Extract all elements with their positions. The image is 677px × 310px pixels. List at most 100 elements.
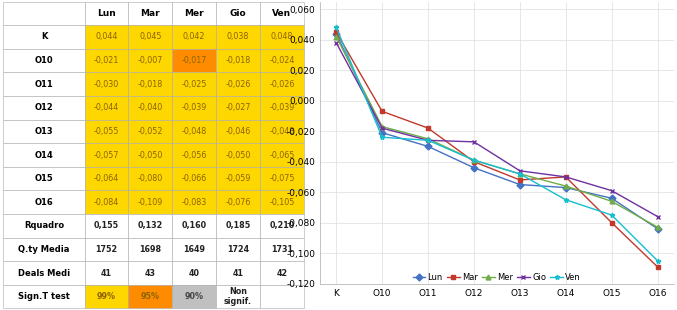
Mar xyxy=(607,221,615,224)
Bar xyxy=(172,238,216,261)
Bar xyxy=(3,167,85,190)
Bar xyxy=(129,285,172,308)
Bar xyxy=(85,214,129,238)
Ven xyxy=(653,259,661,263)
Mer xyxy=(470,158,478,162)
Text: O15: O15 xyxy=(35,174,53,183)
Text: 1731: 1731 xyxy=(271,245,293,254)
Mar xyxy=(332,30,341,34)
Text: 0,045: 0,045 xyxy=(139,33,162,42)
Bar xyxy=(172,285,216,308)
Bar xyxy=(172,49,216,72)
Bar xyxy=(260,2,304,25)
Line: Ven: Ven xyxy=(334,25,660,263)
Gio xyxy=(332,41,341,45)
Bar xyxy=(85,96,129,120)
Ven xyxy=(470,158,478,162)
Bar xyxy=(216,25,260,49)
Bar xyxy=(3,25,85,49)
Text: Non
signif.: Non signif. xyxy=(224,287,252,306)
Mer xyxy=(378,125,386,128)
Bar xyxy=(129,143,172,167)
Bar xyxy=(216,238,260,261)
Bar xyxy=(216,285,260,308)
Mer xyxy=(516,172,524,176)
Lun xyxy=(607,197,615,200)
Bar xyxy=(85,261,129,285)
Text: O14: O14 xyxy=(35,150,53,160)
Text: -0,018: -0,018 xyxy=(137,80,163,89)
Bar xyxy=(129,49,172,72)
Bar xyxy=(129,238,172,261)
Text: 0,038: 0,038 xyxy=(227,33,249,42)
Bar xyxy=(260,285,304,308)
Bar xyxy=(3,120,85,143)
Bar xyxy=(3,2,85,25)
Bar xyxy=(260,214,304,238)
Text: -0,018: -0,018 xyxy=(225,56,250,65)
Lun xyxy=(378,131,386,135)
Text: 0,042: 0,042 xyxy=(183,33,205,42)
Lun xyxy=(516,183,524,186)
Bar xyxy=(260,120,304,143)
Bar xyxy=(3,190,85,214)
Text: -0,027: -0,027 xyxy=(225,103,250,112)
Bar xyxy=(129,120,172,143)
Bar xyxy=(129,167,172,190)
Gio xyxy=(424,139,432,142)
Bar xyxy=(172,261,216,285)
Bar xyxy=(85,72,129,96)
Bar xyxy=(3,143,85,167)
Gio xyxy=(516,169,524,173)
Mer xyxy=(653,225,661,229)
Ven xyxy=(516,172,524,176)
Bar xyxy=(216,261,260,285)
Bar xyxy=(260,25,304,49)
Text: -0,026: -0,026 xyxy=(269,80,294,89)
Text: -0,030: -0,030 xyxy=(94,80,119,89)
Bar xyxy=(216,143,260,167)
Lun xyxy=(332,32,341,35)
Text: -0,017: -0,017 xyxy=(181,56,207,65)
Text: -0,050: -0,050 xyxy=(137,150,163,160)
Mer xyxy=(332,35,341,38)
Mar xyxy=(378,109,386,113)
Gio xyxy=(607,189,615,193)
Text: Deals Medi: Deals Medi xyxy=(18,268,70,277)
Text: 90%: 90% xyxy=(185,292,204,301)
Mar xyxy=(653,265,661,269)
Text: Ven: Ven xyxy=(272,9,292,18)
Bar xyxy=(85,167,129,190)
Text: -0,044: -0,044 xyxy=(94,103,119,112)
Bar xyxy=(172,167,216,190)
Text: -0,056: -0,056 xyxy=(181,150,207,160)
Text: -0,075: -0,075 xyxy=(269,174,294,183)
Bar xyxy=(85,238,129,261)
Text: 1698: 1698 xyxy=(139,245,161,254)
Text: Gio: Gio xyxy=(230,9,246,18)
Bar xyxy=(3,214,85,238)
Text: Rquadro: Rquadro xyxy=(24,221,64,230)
Text: -0,064: -0,064 xyxy=(94,174,119,183)
Ven xyxy=(424,139,432,142)
Mar xyxy=(470,160,478,163)
Lun xyxy=(562,186,570,189)
Bar xyxy=(3,238,85,261)
Text: Mar: Mar xyxy=(141,9,160,18)
Text: -0,024: -0,024 xyxy=(269,56,294,65)
Text: 1649: 1649 xyxy=(183,245,205,254)
Legend: Lun, Mar, Mer, Gio, Ven: Lun, Mar, Mer, Gio, Ven xyxy=(412,273,581,282)
Bar xyxy=(85,143,129,167)
Gio xyxy=(470,140,478,144)
Ven xyxy=(378,135,386,139)
Text: 0,048: 0,048 xyxy=(271,33,293,42)
Bar xyxy=(260,190,304,214)
Text: -0,025: -0,025 xyxy=(181,80,207,89)
Mar xyxy=(424,126,432,130)
Bar xyxy=(260,261,304,285)
Bar xyxy=(172,72,216,96)
Text: 43: 43 xyxy=(145,268,156,277)
Text: -0,083: -0,083 xyxy=(181,198,206,207)
Mar xyxy=(516,178,524,182)
Text: O13: O13 xyxy=(35,127,53,136)
